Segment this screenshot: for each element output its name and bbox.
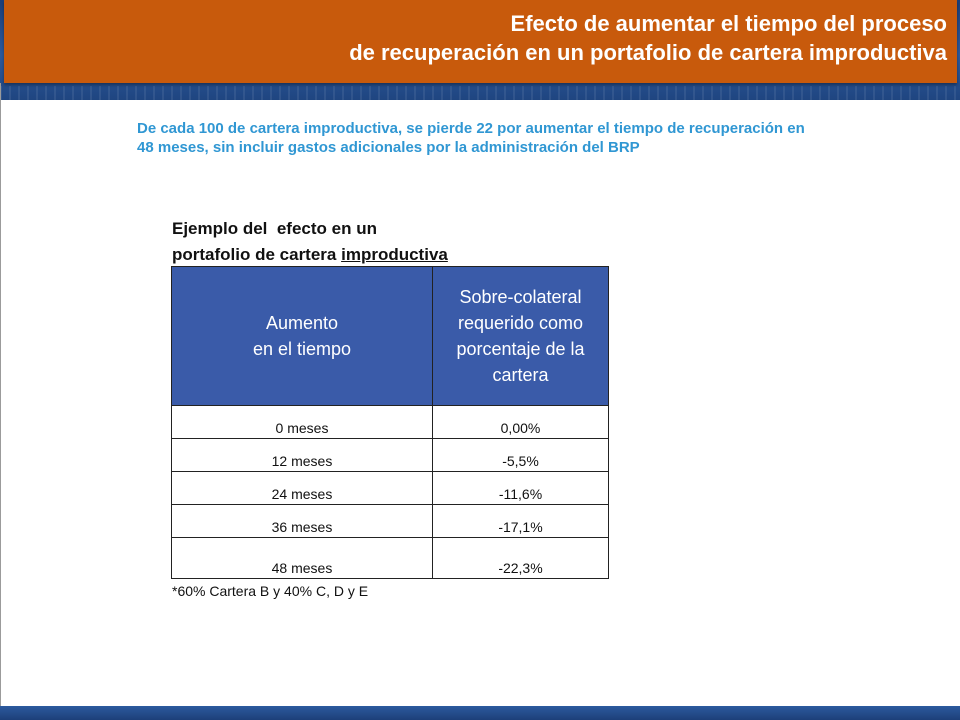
table-row: 0 meses 0,00% bbox=[171, 405, 609, 439]
cell-time: 48 meses bbox=[171, 537, 433, 579]
slide-title-line-2: de recuperación en un portafolio de cart… bbox=[349, 40, 947, 65]
footer-background-band bbox=[0, 706, 960, 720]
cell-time: 0 meses bbox=[171, 405, 433, 439]
cell-overcollateral: -11,6% bbox=[432, 471, 609, 505]
example-title: Ejemplo del efecto en un portafolio de c… bbox=[172, 216, 512, 268]
slide-title-line-1: Efecto de aumentar el tiempo del proceso bbox=[510, 11, 947, 36]
cell-overcollateral: -17,1% bbox=[432, 504, 609, 538]
intro-paragraph: De cada 100 de cartera improductiva, se … bbox=[137, 120, 805, 156]
table-row: 24 meses -11,6% bbox=[171, 471, 609, 505]
overcollateral-table: Aumento en el tiempo Sobre-colateral req… bbox=[171, 266, 609, 579]
table-row: 36 meses -17,1% bbox=[171, 504, 609, 538]
table-row: 48 meses -22,3% bbox=[171, 537, 609, 579]
table-header-row: Aumento en el tiempo Sobre-colateral req… bbox=[171, 266, 609, 406]
example-title-line-2: portafolio de cartera improductiva bbox=[172, 242, 512, 268]
column-header-time-increase-line-1: Aumento bbox=[265, 313, 339, 333]
example-title-line-1: Ejemplo del efecto en un bbox=[172, 219, 377, 238]
column-header-overcollateral: Sobre-colateral requerido como porcentaj… bbox=[432, 266, 609, 406]
table-footnote: *60% Cartera B y 40% C, D y E bbox=[172, 583, 369, 599]
example-title-underlined-word: improductiva bbox=[341, 245, 448, 264]
column-header-time-increase-line-2: en el tiempo bbox=[252, 339, 352, 359]
cell-overcollateral: 0,00% bbox=[432, 405, 609, 439]
slide-title: Efecto de aumentar el tiempo del proceso… bbox=[4, 0, 957, 83]
example-title-line-2-text: portafolio de cartera bbox=[172, 245, 342, 264]
left-border-rule bbox=[0, 83, 1, 708]
cell-overcollateral: -5,5% bbox=[432, 438, 609, 472]
cell-overcollateral: -22,3% bbox=[432, 537, 609, 579]
cell-time: 36 meses bbox=[171, 504, 433, 538]
cell-time: 24 meses bbox=[171, 471, 433, 505]
cell-time: 12 meses bbox=[171, 438, 433, 472]
column-header-time-increase: Aumento en el tiempo bbox=[171, 266, 433, 406]
table-row: 12 meses -5,5% bbox=[171, 438, 609, 472]
